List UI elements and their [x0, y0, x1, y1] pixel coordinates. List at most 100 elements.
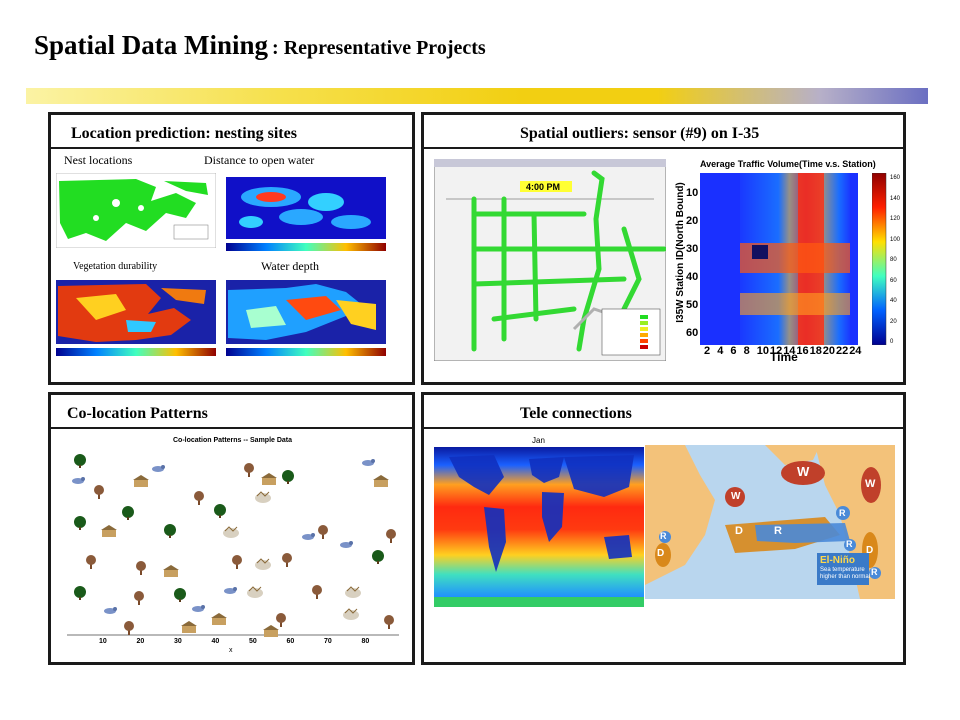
colocation-xtick-70: 70: [324, 638, 332, 645]
bush-icon: [282, 470, 294, 484]
bird-icon: [72, 477, 85, 484]
label-vegetation-durability: Vegetation durability: [73, 261, 158, 272]
tree-icon: [86, 555, 96, 569]
traffic-heatmap: [700, 173, 858, 345]
heatmap-xtick-18: 18: [809, 345, 822, 357]
colocation-xtick-50: 50: [249, 638, 257, 645]
tree-icon: [386, 529, 396, 543]
panel-divider: [424, 147, 903, 149]
slide-title: Spatial Data Mining : Representative Pro…: [34, 30, 486, 61]
heatmap-xtick-6: 6: [730, 345, 737, 357]
nest-icon: [247, 586, 263, 598]
house-icon: [211, 613, 227, 625]
panel-divider: [51, 427, 412, 429]
heatmap-ytick-30: 30: [686, 243, 699, 255]
house-icon: [373, 475, 389, 487]
house-icon: [261, 473, 277, 485]
colocation-chart-title: Co-location Patterns -- Sample Data: [173, 437, 293, 444]
colorbar-tick-100: 100: [890, 236, 901, 243]
bird-icon: [302, 533, 315, 540]
heatmap-ytick-50: 50: [686, 299, 699, 311]
colocation-xtick-20: 20: [136, 638, 145, 645]
tree-icon: [136, 561, 146, 575]
house-icon: [181, 621, 197, 633]
bush-icon: [164, 524, 176, 538]
label-warm-2: W: [865, 478, 876, 490]
panel-title: Location prediction: nesting sites: [71, 125, 297, 142]
heatmap-xtick-2: 2: [704, 345, 711, 357]
house-icon: [133, 475, 149, 487]
sst-month-label: Jan: [532, 436, 545, 445]
tree-icon: [134, 591, 144, 605]
bird-icon: [224, 587, 237, 594]
traffic-sensor-map: [434, 159, 666, 361]
nest-icon: [345, 586, 361, 598]
map-time-readout: 4:00 PM: [526, 182, 561, 192]
panel-divider: [51, 147, 412, 149]
bush-icon: [372, 550, 384, 564]
label-dry-1: D: [735, 525, 743, 537]
heatmap-title: Average Traffic Volume(Time v.s. Station…: [700, 159, 876, 169]
heatmap-ytick-20: 20: [686, 215, 699, 227]
tree-icon: [124, 621, 134, 635]
house-icon: [163, 565, 179, 577]
bird-icon: [104, 607, 117, 614]
colocation-scatter: [63, 445, 403, 641]
label-nest-locations: Nest locations: [64, 153, 133, 167]
nest-icon: [223, 526, 239, 538]
water-depth-map: [226, 280, 386, 356]
colorbar-tick-160: 160: [890, 175, 901, 181]
panel-title: Co-location Patterns: [67, 405, 208, 422]
bush-icon: [122, 506, 134, 520]
bird-icon: [340, 541, 353, 548]
nest-icon: [343, 608, 359, 620]
panel-nesting-sites: Location prediction: nesting sites Nest …: [48, 112, 415, 385]
bird-icon: [192, 605, 205, 612]
colocation-xtick-40: 40: [211, 638, 220, 645]
vegetation-durability-map: [56, 280, 216, 356]
tree-icon: [282, 553, 292, 567]
bush-icon: [74, 516, 86, 530]
el-nino-note-1: Sea temperature: [820, 567, 865, 573]
heatmap-xtick-22: 22: [836, 345, 849, 357]
label-rain-3: R: [660, 531, 667, 541]
heatmap-xtick-20: 20: [822, 345, 836, 357]
tree-icon: [194, 491, 204, 505]
colocation-xlabel: x: [229, 647, 233, 654]
panel-title: Tele connections: [520, 405, 632, 422]
title-rule: [26, 88, 928, 104]
label-water-depth: Water depth: [261, 259, 320, 273]
slide-title-sub: : Representative Projects: [272, 37, 486, 59]
panel-title: Spatial outliers: sensor (#9) on I-35: [520, 125, 760, 142]
label-rain-1: R: [774, 525, 782, 537]
heatmap-xtick-14: 14: [783, 345, 796, 357]
colocation-xtick-80: 80: [361, 638, 370, 645]
bush-icon: [74, 586, 86, 600]
label-rain-4: R: [846, 539, 853, 549]
panel-colocation-patterns: Co-location Patterns Co-location Pattern…: [48, 392, 415, 665]
label-warm-3: W: [731, 491, 741, 502]
nest-icon: [255, 491, 271, 503]
colorbar-tick-140: 140: [890, 195, 901, 202]
slide-title-main: Spatial Data Mining: [34, 30, 269, 60]
colocation-xtick-10: 10: [99, 638, 107, 645]
heatmap-ytick-60: 60: [686, 327, 699, 339]
tree-icon: [276, 613, 286, 627]
bird-icon: [152, 465, 165, 472]
colorbar-tick-80: 80: [890, 257, 897, 263]
bush-icon: [214, 504, 226, 518]
tree-icon: [312, 585, 322, 599]
bush-icon: [74, 454, 86, 468]
label-dry-3: D: [866, 545, 874, 556]
tree-icon: [318, 525, 328, 539]
panel-divider: [424, 427, 903, 429]
colorbar-tick-0: 0: [890, 339, 894, 345]
panel-tele-connections: Tele connections Jan: [421, 392, 906, 665]
heatmap-ylabel: I35W Station ID(North Bound): [674, 182, 686, 323]
colorbar-tick-120: 120: [890, 216, 901, 222]
heatmap-xtick-16: 16: [796, 345, 809, 357]
distance-to-water-map: [226, 177, 386, 251]
el-nino-title: El-Niño: [820, 555, 855, 566]
heatmap-xtick-12: 12: [770, 345, 783, 357]
el-nino-teleconnection-map: [645, 445, 895, 599]
